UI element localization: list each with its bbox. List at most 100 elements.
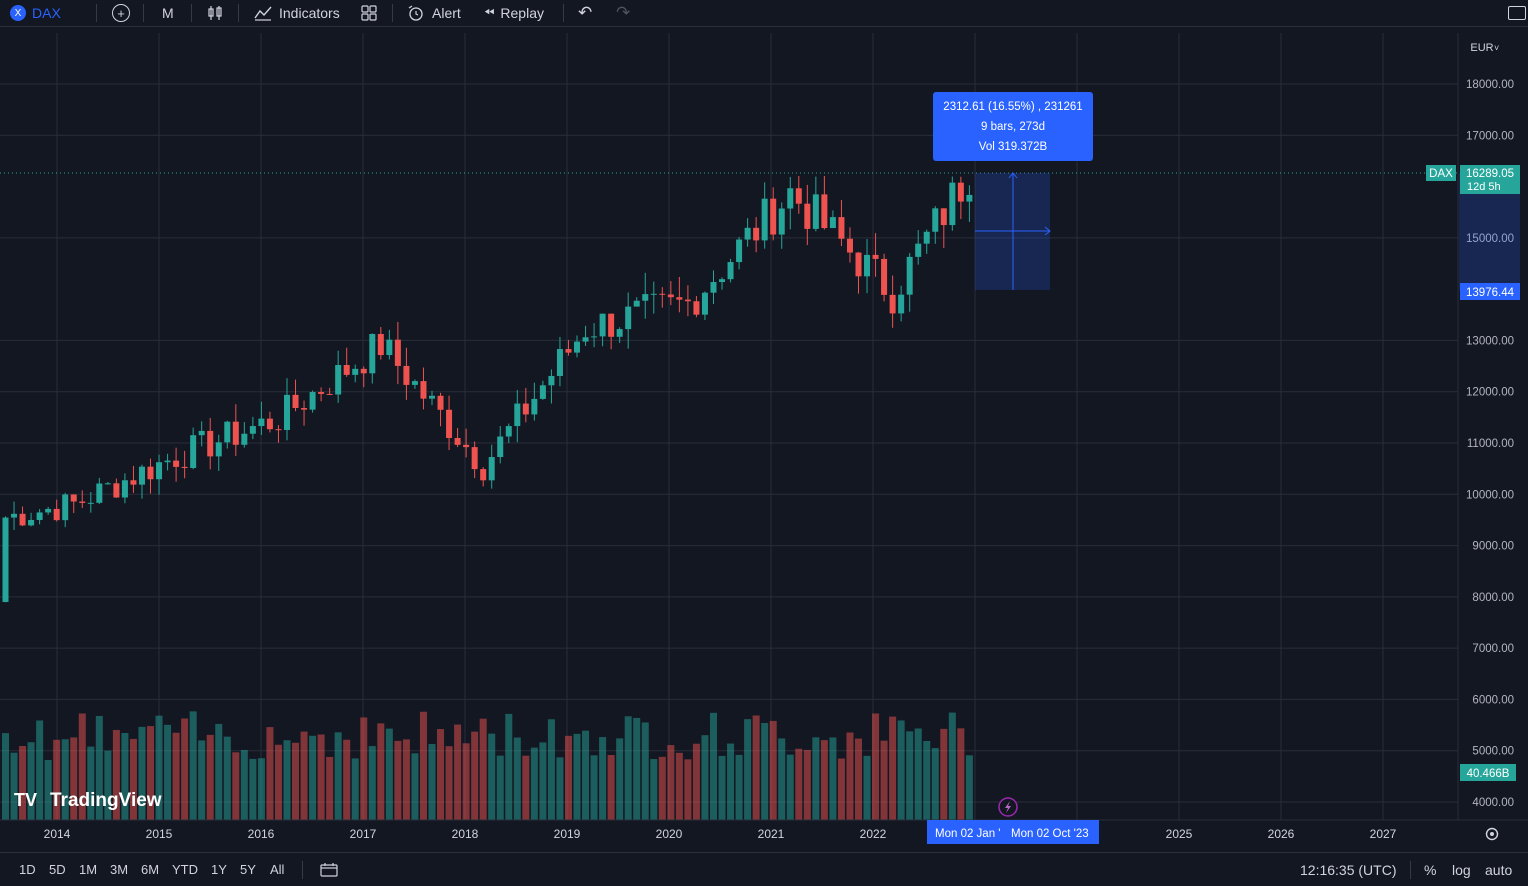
toolbar-divider	[143, 4, 144, 22]
templates-button[interactable]	[360, 0, 378, 26]
redo-button[interactable]: ↷	[616, 0, 630, 26]
time-tick-label: 2017	[350, 827, 377, 841]
compare-symbol-button[interactable]: +	[112, 0, 130, 26]
candle-body	[659, 293, 666, 295]
candle-body	[966, 194, 973, 202]
go-to-date-button[interactable]	[319, 853, 339, 886]
price-tick-label: 18000.00	[1466, 79, 1514, 91]
volume-bar	[27, 742, 35, 820]
volume-bar	[164, 724, 172, 820]
symbol-search[interactable]: X DAX	[10, 0, 61, 26]
candle-body	[173, 460, 180, 467]
event-marker[interactable]	[998, 797, 1018, 817]
interval-button[interactable]: M	[162, 0, 174, 26]
volume-bar	[744, 719, 752, 820]
range-ytd[interactable]: YTD	[172, 853, 198, 886]
alert-button[interactable]: Alert	[406, 0, 461, 26]
chart-style-button[interactable]	[206, 0, 224, 26]
volume-bar	[326, 756, 334, 820]
candle-body	[642, 294, 649, 301]
candle-body	[582, 337, 589, 342]
candle-body	[207, 430, 214, 457]
volume-bar	[36, 720, 44, 820]
candle-body	[539, 385, 546, 399]
candle-body	[53, 508, 60, 521]
candle-body	[488, 457, 495, 481]
volume-bar	[795, 748, 803, 820]
candle-body	[548, 375, 555, 386]
candle-body	[215, 442, 222, 457]
volume-bar	[906, 731, 914, 820]
range-1d[interactable]: 1D	[19, 853, 36, 886]
undo-icon: ↶	[578, 3, 593, 22]
toolbar-divider	[238, 4, 239, 22]
volume-bar	[428, 743, 436, 820]
volume-bar	[454, 724, 462, 820]
range-3m[interactable]: 3M	[110, 853, 128, 886]
volume-bar	[965, 755, 973, 820]
indicators-button[interactable]: Indicators	[253, 0, 340, 26]
symbol-name: DAX	[32, 5, 61, 21]
candle-body	[753, 227, 760, 241]
volume-bar	[394, 740, 402, 820]
auto-toggle[interactable]: auto	[1485, 853, 1512, 886]
price-scale[interactable]: 18000.00 17000.00 15000.00 13000.00 12000.00…	[1457, 33, 1528, 820]
settings-gear-icon[interactable]	[1485, 827, 1499, 841]
candle-body	[79, 501, 86, 503]
candle-body	[616, 329, 623, 337]
candle-body	[565, 349, 572, 353]
measure-tool[interactable]: 2312.61 (16.55%) , 231261 9 bars, 273d V…	[933, 92, 1093, 290]
fullscreen-button[interactable]	[1508, 0, 1526, 26]
candle-body	[923, 231, 930, 244]
volume-bar	[283, 740, 291, 820]
time-scale[interactable]: 2014 2015 2016 2017 2018 2019 2020 2021 2022 2025…	[0, 819, 1528, 848]
replay-button[interactable]: ⏪︎ Replay	[484, 0, 544, 26]
range-1y[interactable]: 1Y	[211, 853, 227, 886]
range-label: YTD	[172, 862, 198, 877]
candle-body	[719, 279, 726, 283]
currency-label[interactable]: EUR	[1470, 42, 1493, 54]
calendar-range-icon	[320, 862, 338, 877]
volume-bar	[479, 718, 487, 820]
percent-toggle[interactable]: %	[1424, 853, 1436, 886]
candle-body	[318, 392, 325, 394]
price-chart[interactable]: 2312.61 (16.55%) , 231261 9 bars, 273d V…	[0, 33, 1528, 848]
measure-tooltip	[933, 92, 1093, 161]
candle-body	[275, 429, 282, 431]
indicators-icon	[254, 6, 272, 21]
candle-body	[394, 339, 401, 366]
price-tick-label: 7000.00	[1472, 643, 1514, 655]
top-toolbar: X DAX + M Indicators	[0, 0, 1528, 27]
utc-clock[interactable]: 12:16:35 (UTC)	[1300, 853, 1396, 886]
candle-body	[838, 217, 845, 239]
log-toggle[interactable]: log	[1452, 853, 1471, 886]
range-1m[interactable]: 1M	[79, 853, 97, 886]
range-6m[interactable]: 6M	[141, 853, 159, 886]
volume-bar	[616, 738, 624, 820]
volume-bar	[897, 720, 905, 820]
price-tick-label: 8000.00	[1472, 592, 1514, 604]
candle-body	[386, 339, 393, 356]
range-5y[interactable]: 5Y	[240, 853, 256, 886]
volume-bar	[78, 713, 86, 820]
price-tick-label: 12000.00	[1466, 387, 1514, 399]
date-end-label: Mon 02 Oct '23	[1011, 828, 1089, 840]
volume-bar	[914, 728, 922, 820]
candle-body	[403, 365, 410, 385]
candle-body	[164, 460, 171, 463]
range-5d[interactable]: 5D	[49, 853, 66, 886]
rewind-icon: ⏪︎	[484, 5, 495, 20]
candle-body	[241, 433, 248, 445]
candle-body	[514, 403, 521, 427]
time-tick-label: 2026	[1268, 827, 1295, 841]
volume-bar	[2, 733, 9, 820]
symbol-tag: DAX	[1429, 168, 1453, 180]
price-tick-label: 5000.00	[1472, 746, 1514, 758]
volume-bar	[701, 735, 709, 820]
undo-button[interactable]: ↶	[578, 0, 592, 26]
volume-bar	[863, 755, 871, 820]
candle-body	[710, 282, 717, 293]
range-all[interactable]: All	[270, 853, 284, 886]
volume-bar	[300, 731, 308, 820]
bottom-divider	[302, 861, 303, 879]
